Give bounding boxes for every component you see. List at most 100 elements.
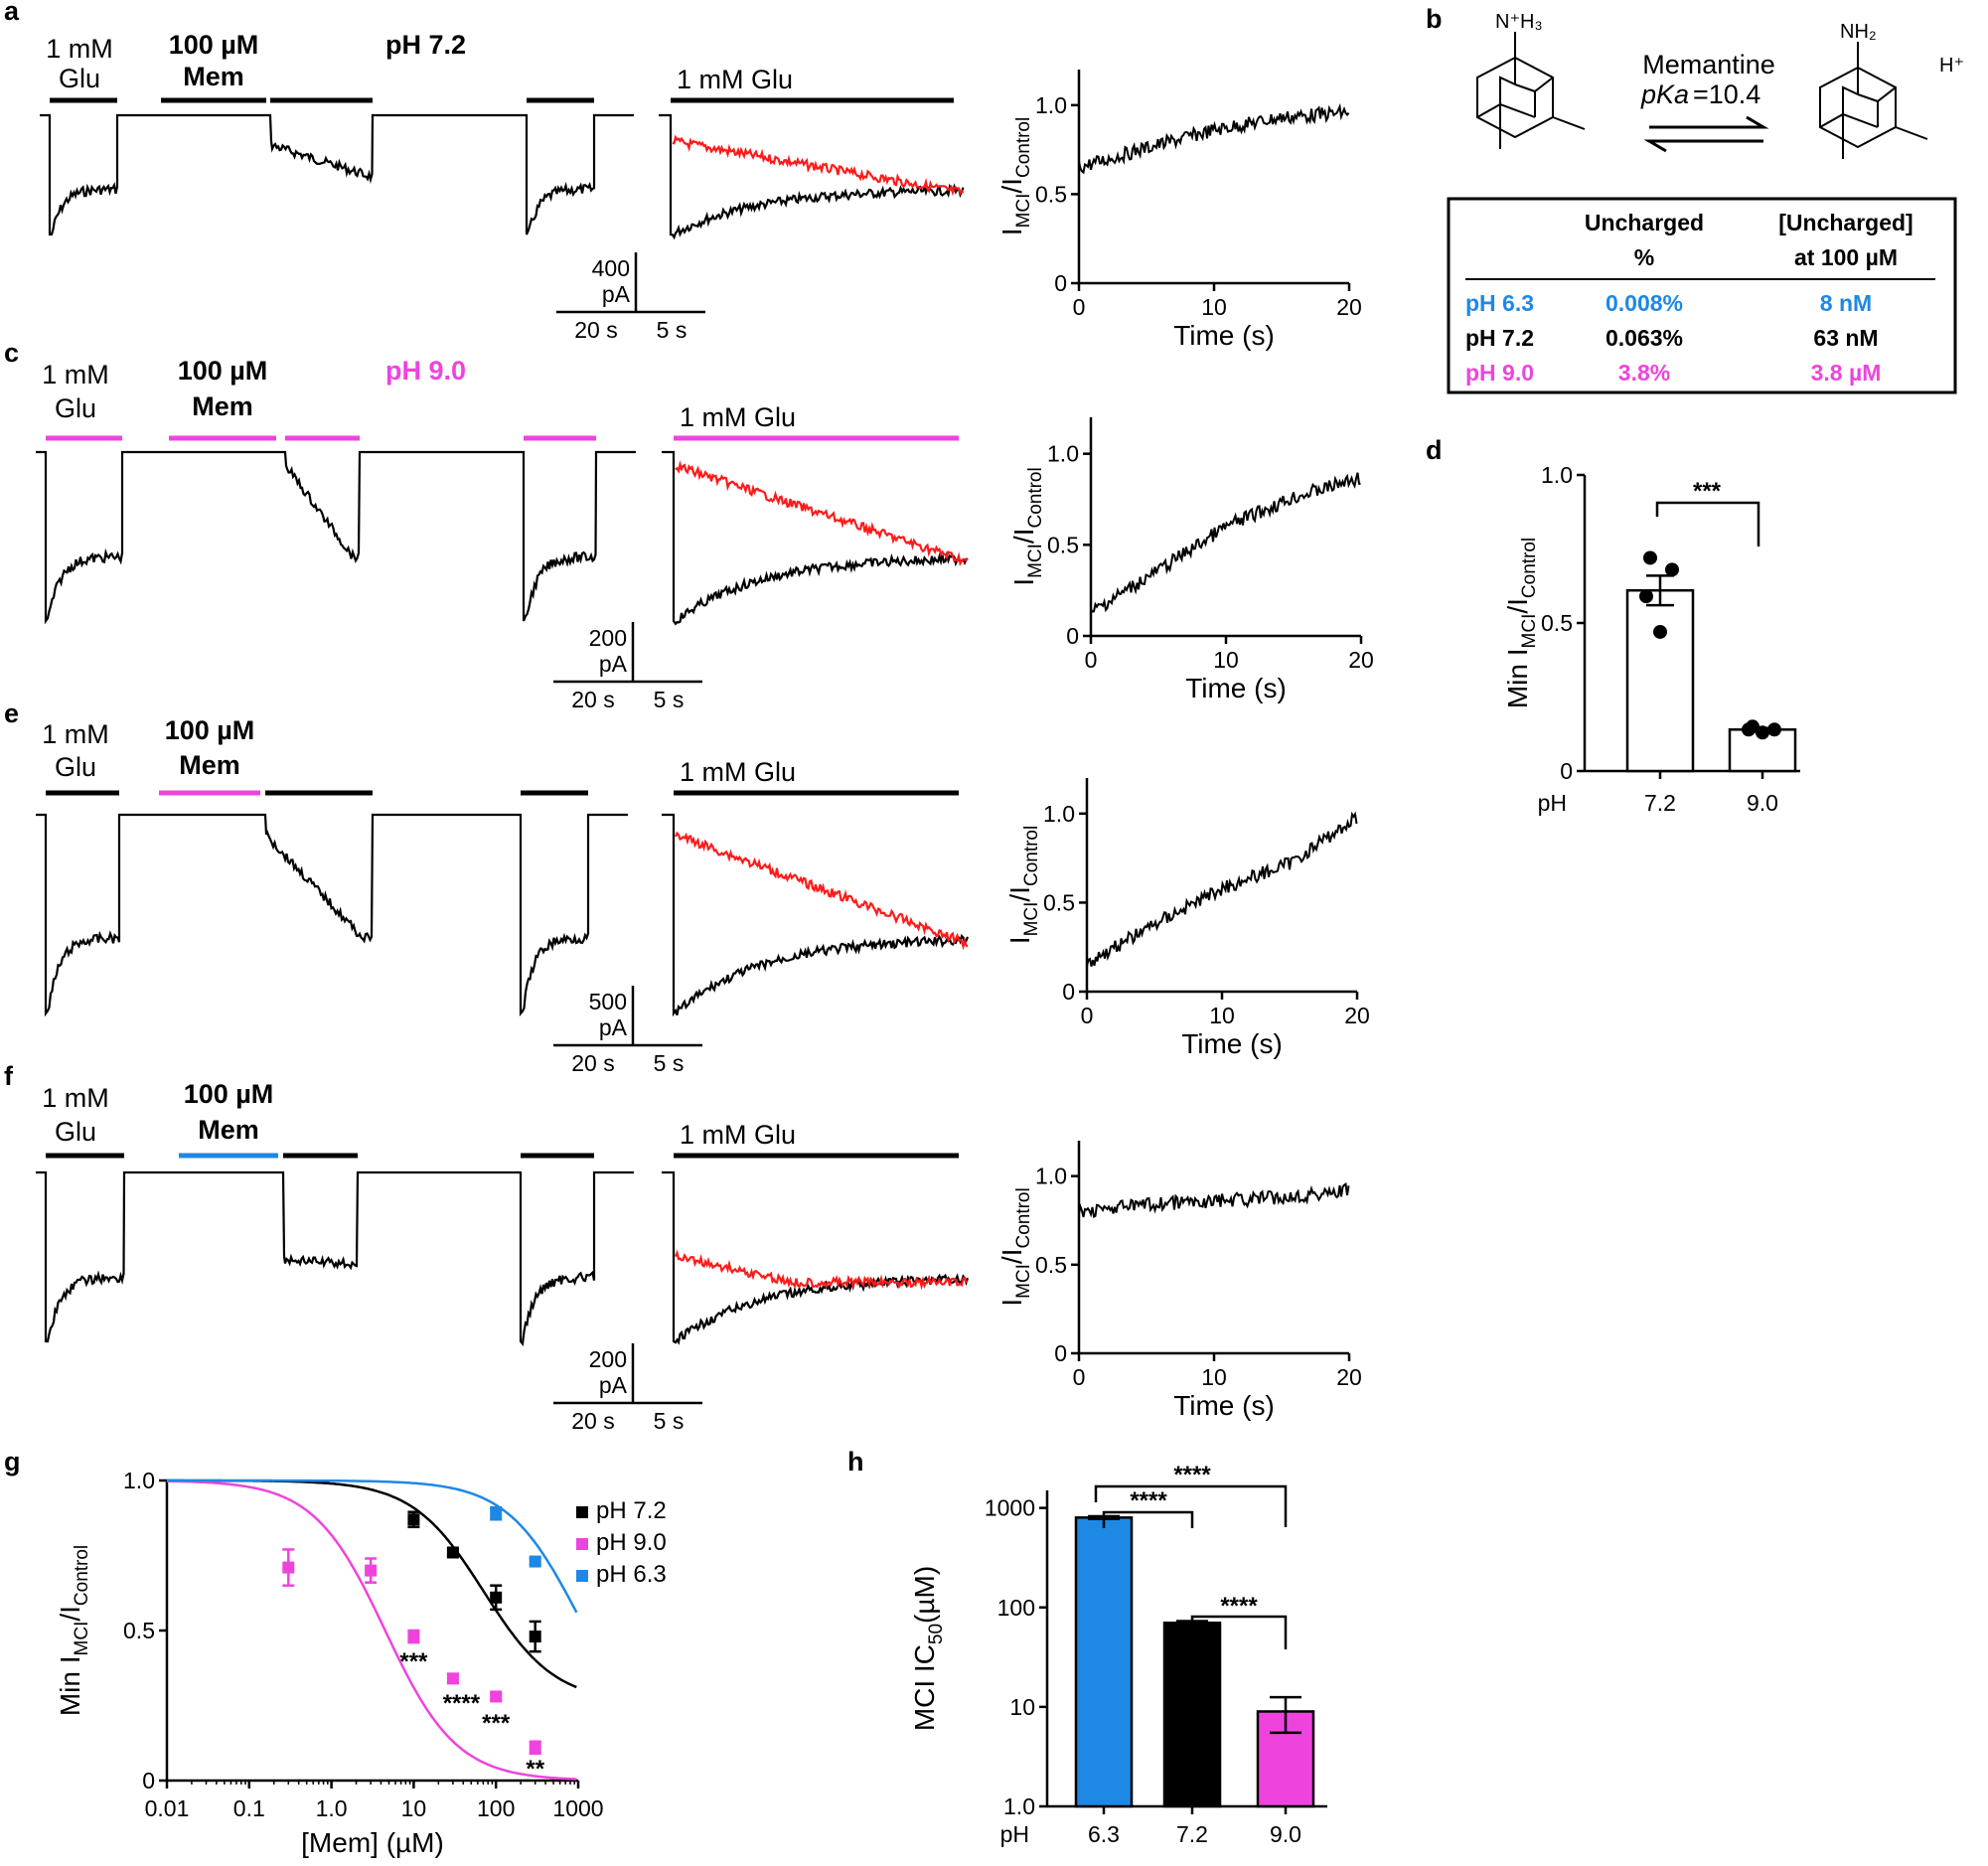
y-label-part: /I: [996, 1249, 1027, 1265]
panel-letter-b: b: [1426, 4, 1443, 34]
scale-time-b: 5 s: [654, 1408, 685, 1434]
y-tick-label: 0: [1066, 623, 1079, 649]
y-label-part: I: [996, 1299, 1027, 1307]
y-label-sub: MCI: [1021, 902, 1042, 937]
x-tick-label: 10: [401, 1795, 427, 1821]
scale-time-b: 5 s: [654, 687, 685, 712]
y-label-sub: MCI: [1013, 1264, 1034, 1299]
y-tick-label: 1.0: [1047, 441, 1079, 467]
y-label-sub: Control: [1013, 117, 1034, 178]
table-row-concentration: 8 nM: [1820, 290, 1872, 316]
legend-marker: [576, 1570, 588, 1582]
ratio-trace: [1090, 472, 1361, 613]
significance-stars: ****: [1173, 1462, 1211, 1488]
ph-label: pH 7.2: [385, 30, 466, 60]
y-label-sub: MCI: [1519, 614, 1540, 649]
scale-time-b: 5 s: [654, 1050, 685, 1076]
y-tick-label: 10: [1009, 1694, 1035, 1720]
scale-time-a: 20 s: [571, 1050, 614, 1076]
x-tick-label: 9.0: [1270, 1821, 1301, 1847]
y-tick-label: 0: [1062, 979, 1075, 1005]
current-trace: [36, 813, 628, 1017]
data-point: [1756, 725, 1769, 740]
mem-label-line1: 100 µM: [178, 356, 268, 386]
x-tick-label: 10: [1201, 1364, 1227, 1390]
table-row-percent: 0.063%: [1606, 325, 1683, 351]
protonated-amine-group: N⁺H₃: [1495, 11, 1543, 33]
table-row-percent: 0.008%: [1606, 290, 1683, 316]
y-axis-label: IMCI/IControl: [1008, 467, 1046, 585]
y-label-part: I: [1004, 936, 1035, 944]
y-axis-label: IMCI/IControl: [996, 1187, 1034, 1306]
reverse-arrow: [1643, 139, 1763, 153]
scale-current-unit: pA: [602, 281, 631, 307]
overlay-control-trace: [662, 1170, 970, 1345]
y-label-sub: Control: [1025, 467, 1046, 528]
x-tick-label: 100: [477, 1795, 515, 1821]
y-label-part: Min I: [1502, 648, 1533, 708]
y-tick-label: 0.5: [1541, 610, 1573, 636]
x-axis-label: Time (s): [1185, 673, 1287, 703]
x-tick-label: 0: [1085, 647, 1098, 673]
legend-marker: [576, 1538, 588, 1550]
y-tick-label: 0: [1560, 758, 1573, 784]
x-axis-label: [Mem] (µM): [301, 1827, 444, 1858]
y-label-sub: Control: [1013, 1187, 1034, 1248]
significance-stars: ***: [399, 1648, 428, 1675]
panel-letter-c: c: [4, 338, 19, 368]
legend-label: pH 6.3: [596, 1561, 667, 1588]
y-tick-label: 0: [142, 1768, 155, 1793]
bar-ph-7.2: [1625, 588, 1695, 773]
y-tick-label: 0.5: [1035, 1252, 1067, 1278]
glu-label-line1: 1 mM: [42, 1083, 109, 1113]
panel-letter-e: e: [4, 699, 19, 728]
x-tick-label: 7.2: [1644, 790, 1676, 816]
data-point: [446, 1546, 459, 1559]
current-trace: [36, 450, 636, 625]
glu-label-line2: Glu: [59, 64, 100, 93]
y-tick-label: 1000: [985, 1495, 1035, 1521]
data-point: [529, 1741, 541, 1754]
scale-current-unit: pA: [599, 651, 628, 677]
significance-bracket: [1190, 1615, 1288, 1649]
data-point: [1643, 550, 1657, 565]
x-axis-label-ph: pH: [1538, 790, 1567, 816]
scale-current-value: 400: [592, 255, 630, 281]
x-axis-label: Time (s): [1173, 320, 1275, 351]
data-point: [1742, 722, 1756, 737]
y-tick-label: 100: [997, 1595, 1035, 1621]
scale-time-a: 20 s: [571, 1408, 614, 1434]
y-label-part: MCI IC: [909, 1644, 940, 1731]
data-point: [490, 1507, 503, 1520]
glu-label-line2: Glu: [55, 1117, 96, 1147]
fit-curve-pH-6.3: [167, 1478, 578, 1614]
data-point: [529, 1555, 541, 1568]
data-point: [446, 1672, 459, 1685]
data-point: [365, 1564, 378, 1577]
y-label-sub: MCI: [1013, 194, 1034, 229]
current-trace: [36, 1170, 634, 1347]
pka-value: =10.4: [1693, 79, 1760, 109]
legend-marker: [576, 1506, 588, 1518]
y-label-sub: MCI: [72, 1622, 92, 1656]
panel-letter-f: f: [4, 1061, 14, 1091]
panel-letter-h: h: [847, 1447, 864, 1477]
ratio-trace: [1086, 811, 1358, 967]
mem-label-line2: Mem: [179, 750, 240, 780]
mem-label-line2: Mem: [192, 391, 253, 421]
x-tick-label: 0.01: [145, 1795, 190, 1821]
overlay-control-trace: [662, 813, 970, 1017]
x-tick-label: 6.3: [1088, 1821, 1120, 1847]
significance-stars: **: [526, 1756, 544, 1783]
x-axis-label: Time (s): [1181, 1028, 1283, 1059]
overlay-mci-trace: [674, 1249, 969, 1291]
overlay-mci-trace: [672, 134, 965, 197]
table-row-percent: 3.8%: [1618, 360, 1670, 386]
y-label-part: /I: [1502, 598, 1533, 614]
y-tick-label: 0: [1054, 1340, 1067, 1366]
y-label-part: (µM): [909, 1566, 940, 1624]
x-tick-label: 20: [1344, 1003, 1370, 1028]
ratio-trace: [1078, 102, 1350, 175]
x-tick-label: 9.0: [1747, 790, 1778, 816]
x-tick-label: 1.0: [316, 1795, 348, 1821]
